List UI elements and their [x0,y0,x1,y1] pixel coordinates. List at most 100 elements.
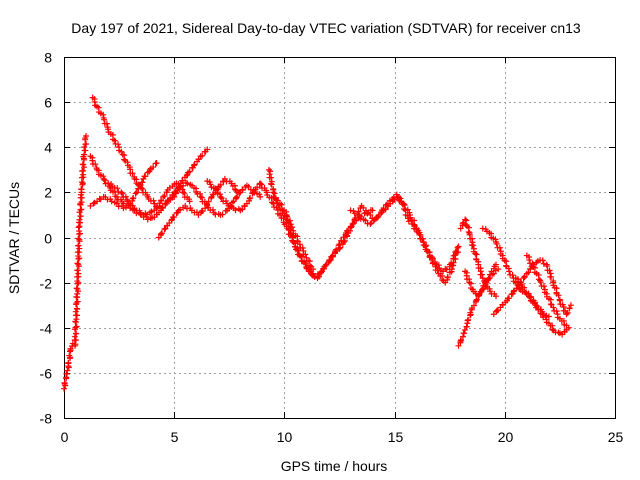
data-point [563,322,570,329]
series-sat-a [89,94,211,212]
trace-point [207,181,214,188]
trace-point [540,260,547,267]
trace-point [555,292,562,299]
data-point [367,220,374,227]
trace-point [191,161,198,168]
y-tick-label: 8 [44,50,52,66]
trace-point [375,213,382,220]
data-point [455,243,462,250]
trace-point [434,267,441,274]
trace-point [108,198,115,205]
trace-point [73,293,80,300]
trace-point [161,226,168,233]
trace-point [205,198,212,205]
trace-point [75,235,82,242]
data-point [369,207,376,214]
trace-point [71,333,78,340]
trace-point [530,297,537,304]
trace-point [485,275,492,282]
trace-point [526,294,533,301]
trace-point [273,197,280,204]
trace-point [529,260,536,267]
trace-point [225,202,232,209]
trace-point [553,308,560,315]
trace-point [209,206,216,213]
data-point [118,189,125,196]
data-point [105,180,112,187]
data-point [153,205,160,212]
trace-point [79,180,86,187]
trace-point [518,281,525,288]
tick-layer: 0 5 10 15 20 25 -8 -6 -4 -2 0 2 4 6 8 [40,50,624,446]
data-point [492,293,499,300]
trace-point [525,269,532,276]
data-point [153,160,160,167]
trace-point [547,301,554,308]
data-point [567,302,574,309]
trace-point [337,244,344,251]
y-tick-label: -2 [40,276,53,292]
grid-layer [64,57,615,418]
trace-point [147,215,154,222]
trace-point [426,253,433,260]
trace-point [258,181,265,188]
trace-point [247,195,254,202]
series-sat-k [455,266,502,349]
trace-point [196,190,203,197]
data-point [265,166,272,173]
trace-point [239,206,246,213]
trace-point [159,205,166,212]
trace-point [77,213,84,220]
data-point [429,257,436,264]
points-layer [61,94,574,392]
trace-point [268,199,275,206]
trace-point [169,192,176,199]
trace-point [461,326,468,333]
trace-point [119,190,126,197]
data-point [479,225,486,232]
trace-point [549,326,556,333]
series-sat-d [105,179,264,223]
trace-point [478,271,485,278]
trace-point [158,197,165,204]
trace-point [73,285,80,292]
data-point [362,207,369,214]
series-rise [61,132,90,392]
trace-point [75,224,82,231]
trace-point [515,278,522,285]
trace-point [546,267,553,274]
trace-point [121,156,128,163]
series-sat-g [265,166,409,282]
trace-point [316,273,323,280]
trace-point [419,235,426,242]
trace-point [150,164,157,171]
trace-point [114,185,121,192]
trace-point [65,359,72,366]
trace-point [167,195,174,202]
trace-point [443,266,450,273]
trace-point [509,272,516,279]
trace-point [72,324,79,331]
data-point [111,137,118,144]
trace-point [416,231,423,238]
trace-point [76,236,83,243]
trace-point [465,228,472,235]
trace-point [233,193,240,200]
trace-point [236,189,243,196]
x-tick-label: 5 [171,429,179,445]
trace-point [75,261,82,268]
trace-point [356,212,363,219]
trace-point [66,352,73,359]
x-tick-label: 15 [388,429,404,445]
trace-point [382,206,389,213]
y-tick-label: 6 [44,95,52,111]
trace-point [195,156,202,163]
trace-point [473,296,480,303]
x-tick-label: 20 [498,429,514,445]
trace-point [90,200,97,207]
trace-point [73,323,80,330]
trace-point [74,305,81,312]
series-sat-q [523,252,570,329]
trace-point [364,210,371,217]
